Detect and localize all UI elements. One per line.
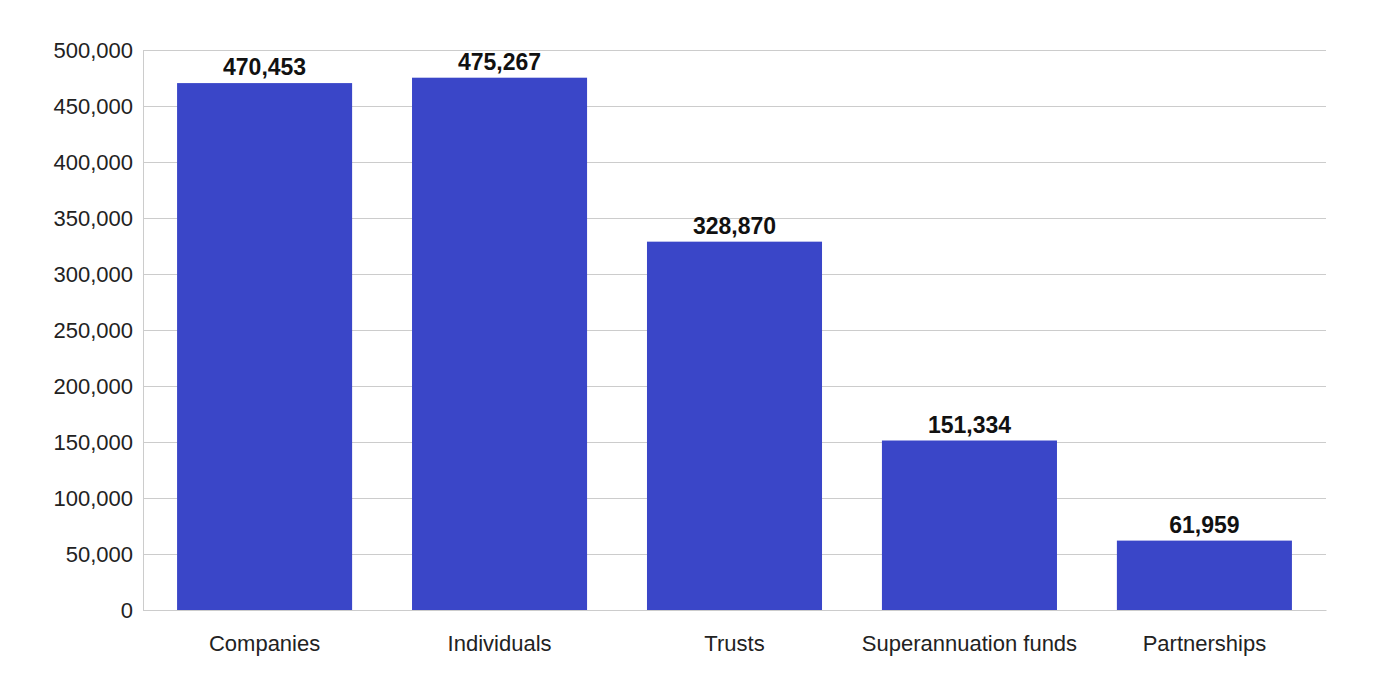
x-axis: Companies Individuals Trusts Superannuation… [144, 610, 1327, 656]
y-tick-label: 300,000 [53, 262, 133, 287]
bar [1117, 541, 1292, 610]
x-tick: Companies [209, 610, 320, 656]
x-tick-label: Partnerships [1143, 631, 1267, 656]
bars [177, 78, 1292, 610]
x-tick: Superannuation funds [862, 610, 1077, 656]
x-axis-line [144, 610, 1327, 611]
bar [412, 78, 587, 610]
x-tick-label: Trusts [704, 631, 764, 656]
data-label: 61,959 [1169, 512, 1239, 538]
y-tick-label: 450,000 [53, 94, 133, 119]
data-label: 475,267 [458, 49, 541, 75]
x-tick: Trusts [704, 610, 764, 656]
x-tick-label: Companies [209, 631, 320, 656]
x-tick-label: Superannuation funds [862, 631, 1077, 656]
grid-line [143, 50, 1326, 51]
data-label: 151,334 [928, 412, 1011, 438]
y-tick-label: 100,000 [53, 486, 133, 511]
y-tick-label: 400,000 [53, 150, 133, 175]
plot: 0 50,000 100,000 150,000 200,000 250,000 300,0… [53, 38, 1326, 656]
data-labels: 470,453 475,267 328,870 151,334 61,959 [223, 49, 1240, 538]
y-axis: 0 50,000 100,000 150,000 200,000 250,000 300,0… [53, 38, 1326, 623]
y-tick-label: 0 [121, 598, 133, 623]
y-tick-label: 350,000 [53, 206, 133, 231]
bar [882, 441, 1057, 610]
y-tick-label: 150,000 [53, 430, 133, 455]
y-tick-label: 200,000 [53, 374, 133, 399]
y-tick-label: 50,000 [66, 542, 133, 567]
x-tick-label: Individuals [448, 631, 552, 656]
grid-line [143, 610, 1326, 611]
data-label: 470,453 [223, 54, 306, 80]
y-tick-label: 500,000 [53, 38, 133, 63]
x-tick: Partnerships [1143, 610, 1267, 656]
y-tick-label: 250,000 [53, 318, 133, 343]
chart: 0 50,000 100,000 150,000 200,000 250,000 300,0… [0, 0, 1378, 696]
bar [647, 242, 822, 610]
data-label: 328,870 [693, 213, 776, 239]
x-tick: Individuals [448, 610, 552, 656]
bar [177, 83, 352, 610]
